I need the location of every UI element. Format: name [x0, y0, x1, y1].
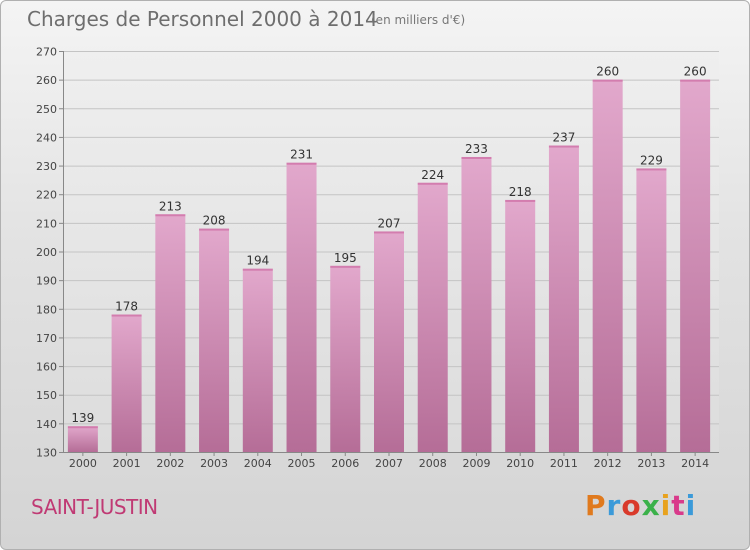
value-label-2001: 178: [115, 300, 138, 314]
bar-top-edge: [636, 168, 666, 170]
y-tick-label: 250: [36, 103, 57, 116]
value-label-2004: 194: [246, 254, 269, 268]
bar-2009: [461, 157, 491, 452]
bar-top-edge: [593, 80, 623, 82]
bar-2013: [636, 168, 666, 452]
value-label-2013: 229: [640, 153, 663, 167]
value-label-2002: 213: [159, 199, 182, 213]
x-tick-label-2005: 2005: [288, 457, 316, 470]
y-tick-label: 190: [36, 275, 57, 288]
y-tick-label: 140: [36, 418, 57, 431]
logo-letter: i: [686, 489, 697, 522]
value-label-2009: 233: [465, 142, 488, 156]
y-tick-label: 260: [36, 74, 57, 87]
proxiti-logo: Proxiti: [585, 489, 696, 522]
bar-2003: [199, 229, 229, 452]
bar-2005: [287, 163, 317, 452]
logo-letter: r: [607, 489, 622, 522]
x-tick-label-2010: 2010: [506, 457, 534, 470]
x-tick-label-2001: 2001: [113, 457, 141, 470]
x-tick-label-2002: 2002: [156, 457, 184, 470]
logo-letter: t: [671, 489, 685, 522]
logo-letter: P: [585, 489, 607, 522]
bar-top-edge: [112, 315, 142, 317]
x-tick-label-2014: 2014: [681, 457, 709, 470]
bar-top-edge: [549, 146, 579, 148]
y-tick-label: 220: [36, 189, 57, 202]
x-tick-label-2003: 2003: [200, 457, 228, 470]
bar-top-edge: [374, 231, 404, 233]
commune-name: SAINT-JUSTIN: [31, 495, 158, 519]
x-tick-label-2009: 2009: [462, 457, 490, 470]
value-label-2014: 260: [684, 65, 707, 79]
bar-top-edge: [287, 163, 317, 165]
bar-top-edge: [243, 269, 273, 271]
bar-top-edge: [68, 426, 98, 428]
value-label-2007: 207: [378, 216, 401, 230]
bar-2007: [374, 231, 404, 452]
value-label-2006: 195: [334, 251, 357, 265]
bar-2004: [243, 269, 273, 452]
x-tick-label-2013: 2013: [637, 457, 665, 470]
bar-2011: [549, 146, 579, 452]
y-tick-label: 240: [36, 131, 57, 144]
x-tick-label-2012: 2012: [594, 457, 622, 470]
bar-2006: [330, 266, 360, 452]
bar-2014: [680, 80, 710, 452]
y-tick-label: 130: [36, 447, 57, 460]
x-tick-label-2008: 2008: [419, 457, 447, 470]
y-tick-label: 210: [36, 217, 57, 230]
logo-letter: o: [621, 489, 641, 522]
y-tick-label: 200: [36, 246, 57, 259]
value-label-2005: 231: [290, 148, 313, 162]
bar-top-edge: [418, 183, 448, 185]
y-tick-label: 230: [36, 160, 57, 173]
value-label-2012: 260: [596, 65, 619, 79]
value-label-2011: 237: [552, 131, 575, 145]
x-tick-label-2007: 2007: [375, 457, 403, 470]
bar-top-edge: [155, 214, 185, 216]
x-tick-label-2004: 2004: [244, 457, 272, 470]
y-tick-label: 150: [36, 389, 57, 402]
y-tick-label: 170: [36, 332, 57, 345]
bar-2008: [418, 183, 448, 452]
x-tick-label-2000: 2000: [69, 457, 97, 470]
bar-2000: [68, 426, 98, 452]
bar-top-edge: [505, 200, 535, 202]
value-label-2010: 218: [509, 185, 532, 199]
bar-top-edge: [680, 80, 710, 82]
value-label-2003: 208: [203, 214, 226, 228]
bar-top-edge: [199, 229, 229, 231]
y-tick-label: 160: [36, 361, 57, 374]
logo-letter: x: [642, 489, 661, 522]
x-tick-label-2006: 2006: [331, 457, 359, 470]
bar-2002: [155, 214, 185, 452]
bar-2012: [593, 80, 623, 452]
bar-2001: [112, 315, 142, 452]
bar-2010: [505, 200, 535, 452]
value-label-2008: 224: [421, 168, 444, 182]
bar-top-edge: [330, 266, 360, 268]
value-label-2000: 139: [71, 411, 94, 425]
y-tick-label: 270: [36, 46, 57, 59]
y-tick-label: 180: [36, 303, 57, 316]
logo-letter: i: [661, 489, 672, 522]
x-tick-label-2011: 2011: [550, 457, 578, 470]
bar-top-edge: [461, 157, 491, 159]
